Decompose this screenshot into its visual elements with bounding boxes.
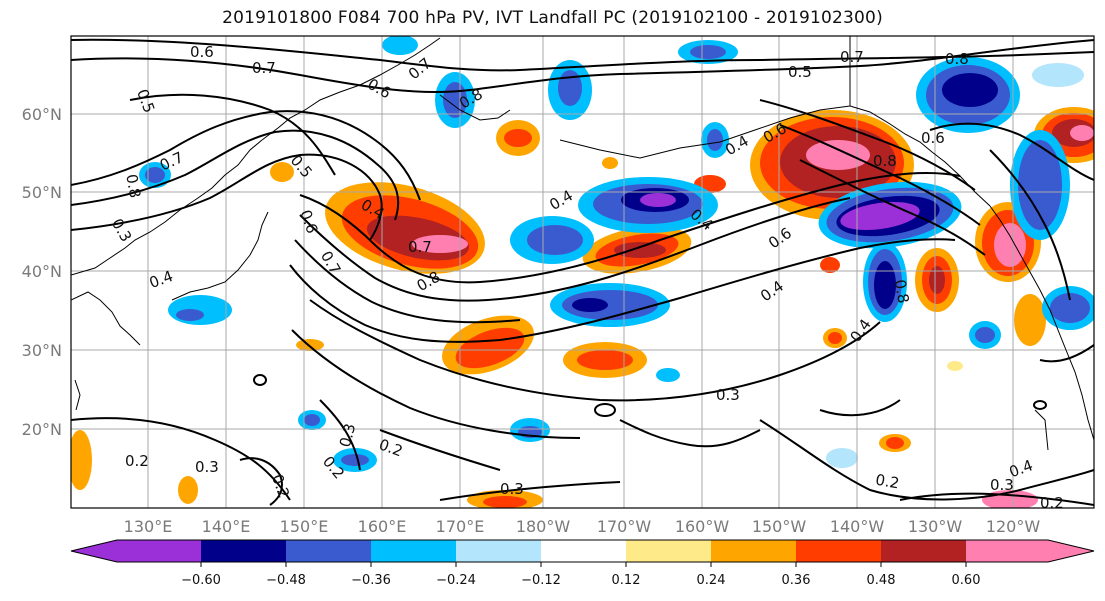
contour-label: 0.8 [122,173,144,200]
positive-anomaly-160e [325,182,485,274]
contour-label: 0.2 [125,452,149,470]
lon-label: 180°W [516,517,571,536]
contour-label: 0.3 [990,476,1014,494]
longitude-labels: 130°E 140°E 150°E 160°E 170°E 180°W 170°… [124,517,1041,536]
lat-label: 20°N [22,420,62,439]
colorbar-cell [626,540,712,562]
colorbar-tick-label: −0.60 [181,573,221,588]
colorbar-extend-high [1048,540,1094,562]
contour-label: 0.5 [788,63,812,81]
negative-anomaly-central [139,36,1084,472]
contour-labels: 0.6 0.7 0.5 0.6 0.7 0.8 0.5 0.7 0.8 0.7 … [108,43,1064,512]
colorbar-tick-label: −0.36 [351,573,391,588]
lon-label: 160°E [358,517,407,536]
negative-anomaly-gulf [818,181,962,322]
contour-label: 0.6 [190,43,214,61]
colorbar-tick-label: 0.12 [612,573,641,588]
colorbar-cell [541,540,627,562]
colorbar-tick-label: −0.24 [436,573,476,588]
contour-label: 0.3 [500,480,524,498]
colorbar-tick-label: −0.12 [521,573,561,588]
lat-label: 30°N [22,341,62,360]
lon-label: 150°W [752,517,807,536]
lat-label: 60°N [22,105,62,124]
contour-label: 0.3 [716,386,740,404]
lat-label: 50°N [22,183,62,202]
map-title: 2019101800 F084 700 hPa PV, IVT Landfall… [222,8,883,28]
positive-anomaly-small [71,120,1046,508]
colorbar-cell [371,540,457,562]
contour-label: 0.2 [874,471,901,493]
lon-label: 170°E [436,517,485,536]
lon-label: 130°E [124,517,173,536]
colorbar-cell [286,540,372,562]
contour-label: 0.3 [195,458,219,476]
colorbar-cell [966,540,1049,562]
colorbar-cell [881,540,967,562]
contour-label: 0.8 [945,50,969,68]
colorbar-cell [201,540,287,562]
colorbar: −0.60 −0.48 −0.36 −0.24 −0.12 0.12 0.24 … [70,539,1095,588]
gridlines [71,36,1094,508]
contour-label: 0.2 [1040,494,1064,512]
latitude-labels: 60°N 50°N 40°N 30°N 20°N [22,105,62,439]
pv-contours [71,38,1094,506]
contour-label: 0.6 [921,129,945,147]
lon-label: 140°W [830,517,885,536]
contour-label: 0.7 [252,59,276,77]
lon-label: 140°E [202,517,251,536]
coastlines [71,36,1094,451]
lat-label: 40°N [22,262,62,281]
colorbar-tick-label: 0.60 [952,573,981,588]
lon-label: 120°W [986,517,1041,536]
colorbar-cell [711,540,797,562]
negative-anomaly-alaska [916,57,1094,330]
lon-label: 170°W [597,517,652,536]
colorbar-outline [70,539,1095,563]
colorbar-tick-label: 0.36 [782,573,811,588]
contour-label: 0.7 [840,48,864,66]
pv-shading [71,36,1094,508]
lon-label: 150°E [280,517,329,536]
colorbar-tick-label: 0.48 [867,573,896,588]
map-frame [70,35,1095,509]
colorbar-tick-label: 0.24 [697,573,726,588]
colorbar-cell [456,540,542,562]
lon-label: 160°W [675,517,730,536]
contour-label: 0.3 [336,422,360,450]
contour-label: 0.7 [408,238,432,256]
contour-label: 0.8 [891,278,913,305]
colorbar-cell [116,540,202,562]
colorbar-cell [796,540,882,562]
colorbar-extend-low [71,540,117,562]
lon-label: 130°W [908,517,963,536]
contour-label: 0.8 [873,152,897,170]
colorbar-tick-label: −0.48 [266,573,306,588]
